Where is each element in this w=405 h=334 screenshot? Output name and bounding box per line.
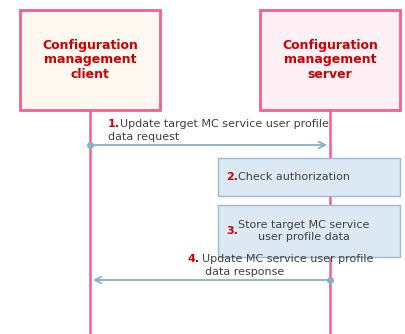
Text: Check authorization: Check authorization <box>238 172 350 182</box>
Bar <box>260 10 400 110</box>
Text: 1.: 1. <box>108 119 120 129</box>
Text: 4.: 4. <box>188 254 200 264</box>
Bar <box>20 10 160 110</box>
Text: Update target MC service user profile: Update target MC service user profile <box>120 119 329 129</box>
Bar <box>218 205 400 257</box>
Bar <box>218 158 400 196</box>
Text: 3.: 3. <box>226 226 238 236</box>
Text: Configuration
management
client: Configuration management client <box>42 38 138 81</box>
Text: 2.: 2. <box>226 172 238 182</box>
Text: Configuration
management
server: Configuration management server <box>282 38 378 81</box>
Text: Update MC service user profile: Update MC service user profile <box>202 254 373 264</box>
Text: data response: data response <box>205 267 285 277</box>
Text: data request: data request <box>108 132 179 142</box>
Text: Store target MC service
user profile data: Store target MC service user profile dat… <box>238 220 369 242</box>
